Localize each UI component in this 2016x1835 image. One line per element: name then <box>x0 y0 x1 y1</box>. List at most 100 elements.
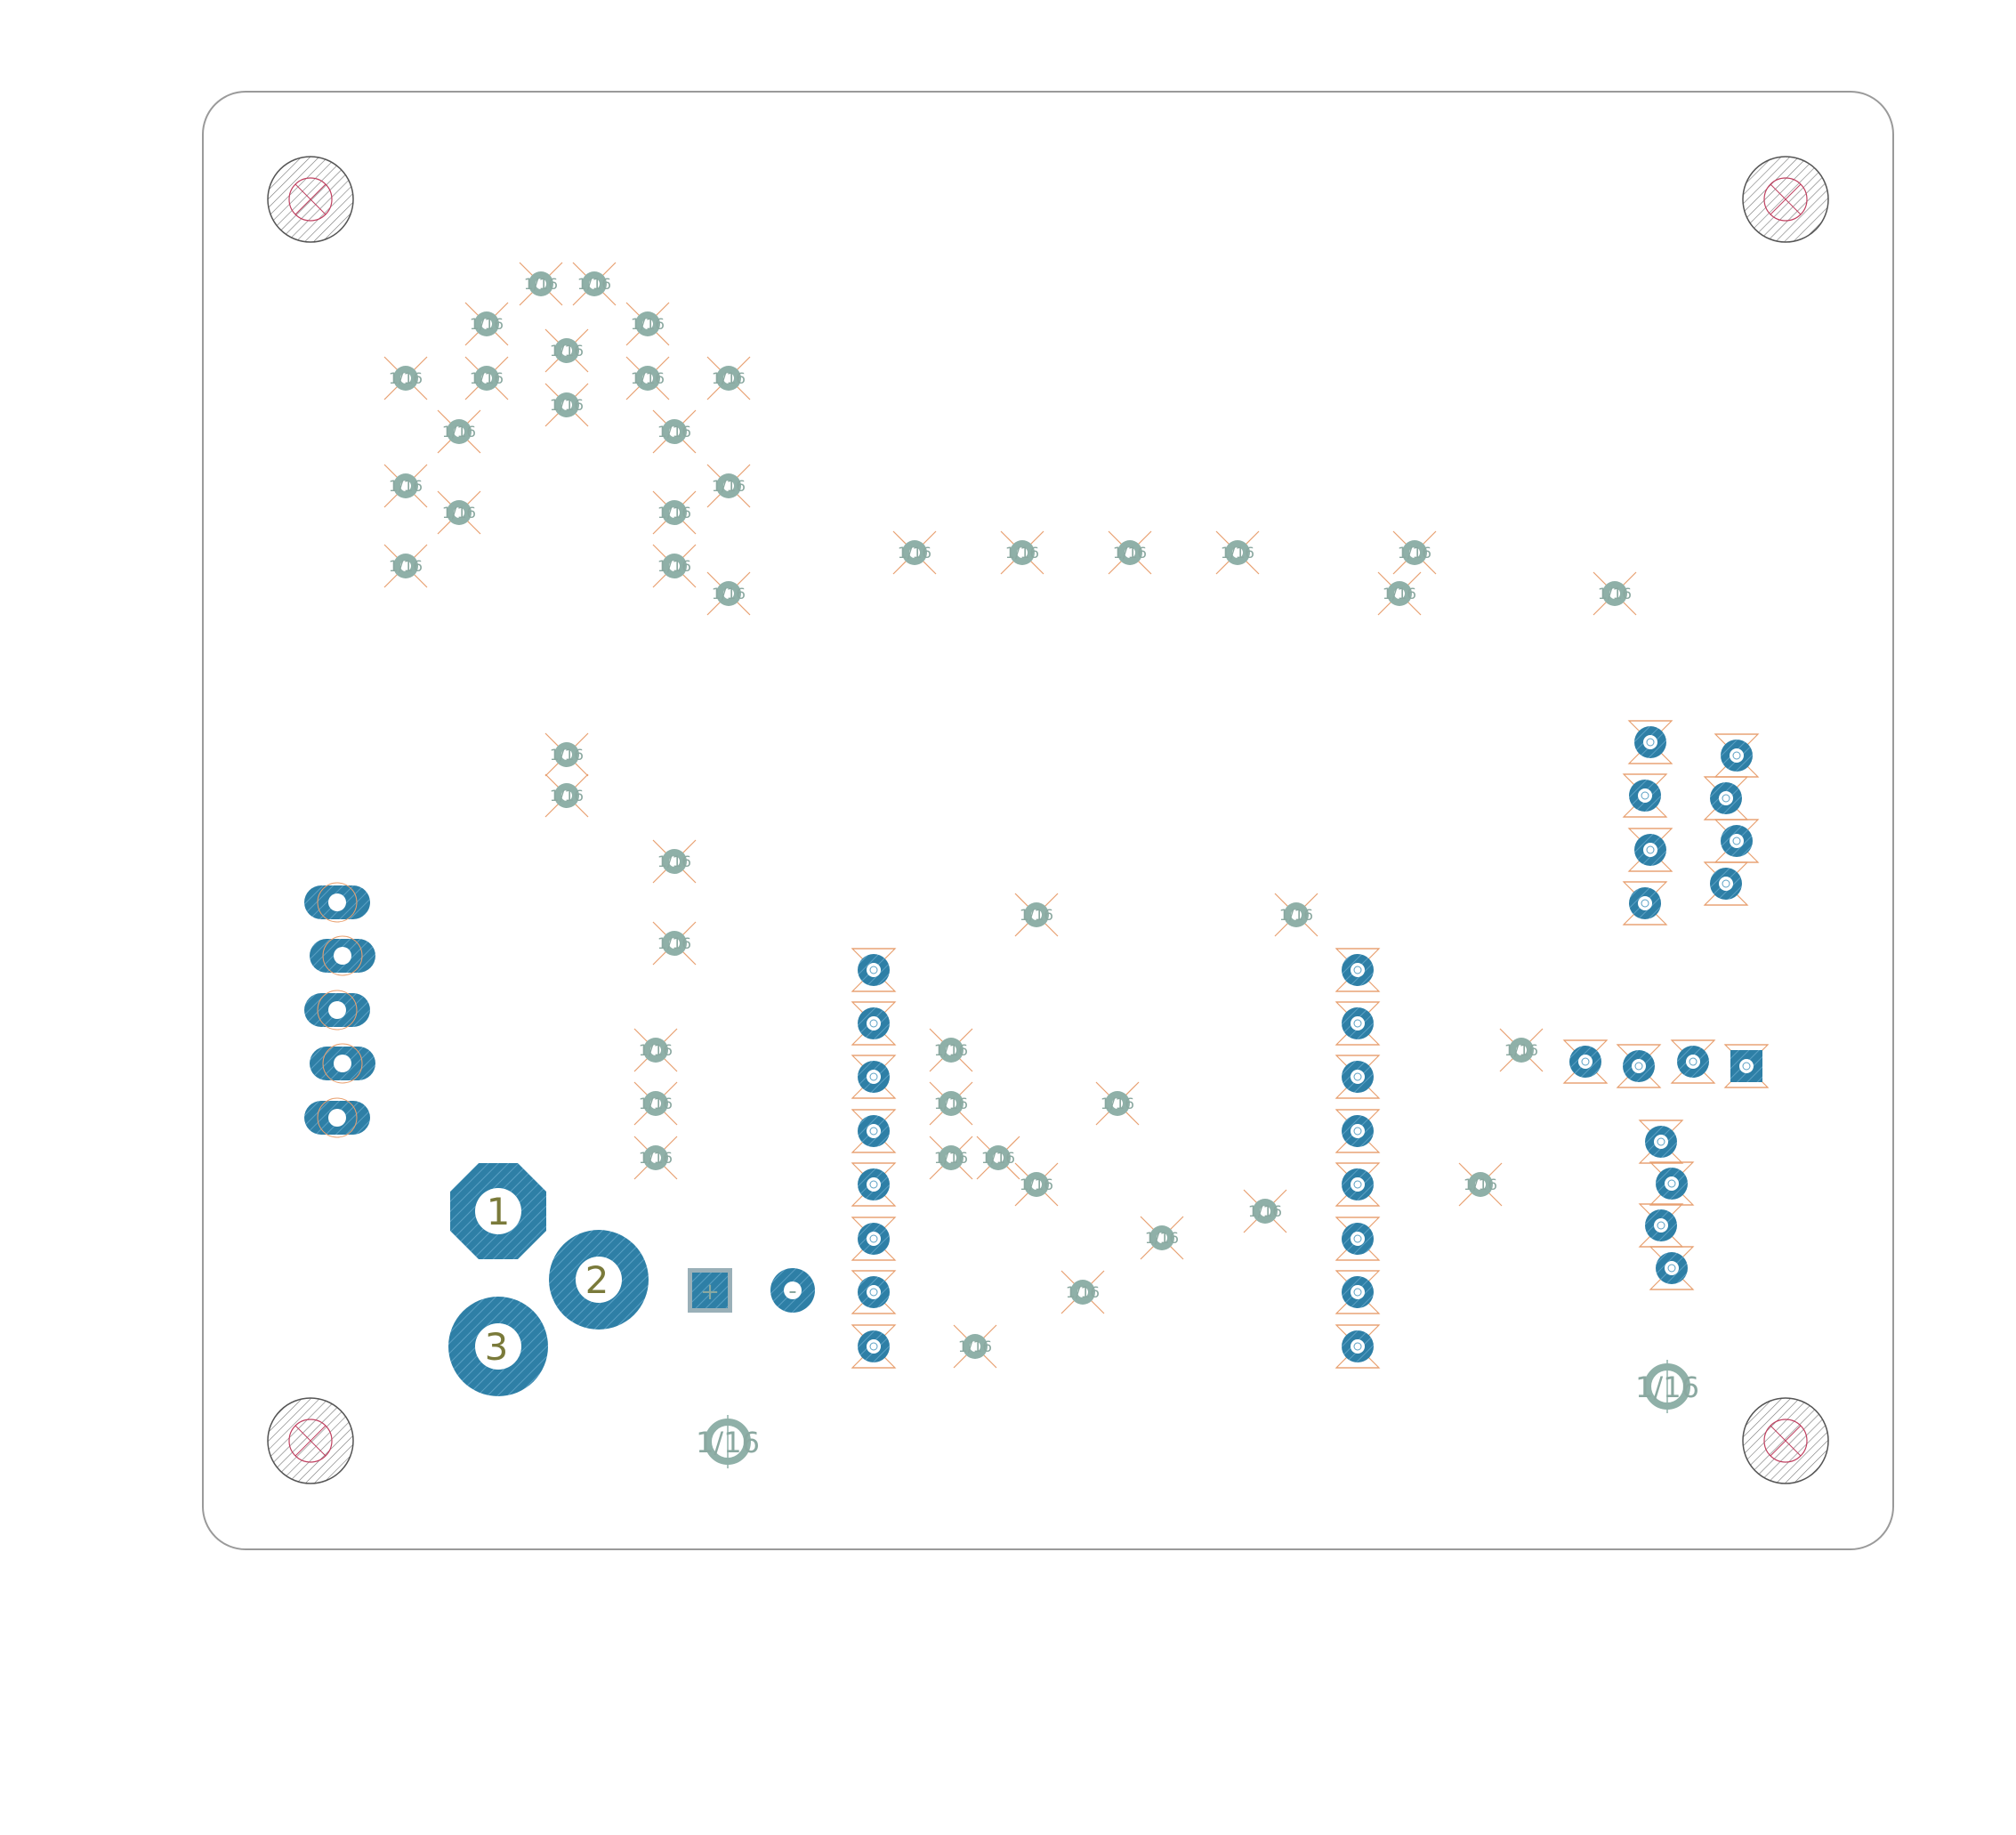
terminal-pad-1: 1 <box>450 1163 546 1259</box>
mounting-hole <box>267 156 354 243</box>
via: 1/16 <box>1140 1216 1184 1260</box>
round-pad <box>1703 861 1749 906</box>
oval-pad <box>310 1043 375 1084</box>
via-label: 1/16 <box>639 1095 673 1113</box>
connector-oval-pads <box>304 882 375 1138</box>
pads <box>851 720 1770 1369</box>
round-pad <box>851 1055 897 1099</box>
round-pad <box>1714 733 1760 778</box>
oval-pad <box>304 1097 370 1138</box>
via: 1/16 <box>1593 571 1637 616</box>
mounting-hole <box>1742 156 1829 243</box>
via: 1/16 <box>706 571 751 616</box>
via-label: 1/16 <box>470 370 504 388</box>
test-point-label: 1/16 <box>696 1426 760 1459</box>
terminal-block: 1 2 3 <box>448 1163 649 1396</box>
via: 1/16 <box>652 490 697 535</box>
via-label: 1/16 <box>1005 545 1039 562</box>
via: 1/16 <box>1095 1081 1140 1126</box>
round-pad <box>851 948 897 992</box>
round-pad <box>1335 1324 1381 1369</box>
round-pad <box>1335 1055 1381 1099</box>
via: 1/16 <box>1000 530 1044 575</box>
via-label: 1/16 <box>712 478 746 496</box>
via: 1/16 <box>1274 893 1318 937</box>
round-pad <box>1703 776 1749 820</box>
via-label: 1/16 <box>981 1150 1015 1168</box>
via-label: 1/16 <box>550 747 584 764</box>
terminal-label-1: 1 <box>487 1190 511 1233</box>
round-pad <box>1638 1120 1684 1164</box>
via: 1/16 <box>953 1324 997 1369</box>
round-pad <box>1622 773 1668 818</box>
via-label: 1/16 <box>577 276 611 294</box>
terminal-pad-2: 2 <box>549 1230 649 1330</box>
via-label: 1/16 <box>657 558 691 576</box>
via-label: 1/16 <box>1113 545 1147 562</box>
round-pad <box>1638 1203 1684 1248</box>
via: 1/16 <box>519 262 563 306</box>
via-label: 1/16 <box>1398 545 1431 562</box>
round-pad <box>1622 881 1668 926</box>
via-label: 1/16 <box>1504 1042 1538 1060</box>
oval-pad <box>310 935 375 976</box>
via: 1/16 <box>437 490 481 535</box>
round-pad <box>851 1001 897 1046</box>
via: 1/16 <box>1377 571 1422 616</box>
via: 1/16 <box>437 409 481 454</box>
test-point: 1/16 <box>696 1415 760 1468</box>
terminal-pad-3: 3 <box>448 1297 548 1396</box>
capacitor-pad-square: + <box>688 1268 732 1313</box>
via: 1/16 <box>1215 530 1260 575</box>
square-pad <box>1723 1044 1770 1088</box>
via: 1/16 <box>929 1136 973 1180</box>
via-label: 1/16 <box>657 935 691 953</box>
via: 1/16 <box>1458 1162 1503 1207</box>
via: 1/16 <box>1499 1028 1544 1072</box>
capacitor-pad-round: - <box>770 1268 815 1313</box>
round-pad <box>1335 1270 1381 1314</box>
round-pad <box>851 1270 897 1314</box>
via: 1/16 <box>544 773 589 818</box>
via: 1/16 <box>383 464 428 508</box>
via: 1/16 <box>572 262 617 306</box>
via: 1/16 <box>544 383 589 427</box>
via: 1/16 <box>976 1136 1020 1180</box>
via: 1/16 <box>633 1028 678 1072</box>
via-label: 1/16 <box>631 370 665 388</box>
via-label: 1/16 <box>1383 586 1416 603</box>
via: 1/16 <box>464 356 509 400</box>
via-label: 1/16 <box>1145 1230 1179 1248</box>
via: 1/16 <box>383 544 428 588</box>
via: 1/16 <box>544 732 589 777</box>
via-label: 1/16 <box>470 316 504 334</box>
via: 1/16 <box>625 302 670 346</box>
via-label: 1/16 <box>524 276 558 294</box>
via: 1/16 <box>625 356 670 400</box>
round-pad <box>1670 1039 1716 1084</box>
via: 1/16 <box>544 328 589 373</box>
round-pad <box>1562 1039 1609 1084</box>
via-label: 1/16 <box>1101 1095 1134 1113</box>
via: 1/16 <box>1014 893 1059 937</box>
via-label: 1/16 <box>442 424 476 441</box>
mounting-hole <box>267 1397 354 1484</box>
oval-pad <box>304 882 370 923</box>
via: 1/16 <box>1014 1162 1059 1207</box>
via: 1/16 <box>1392 530 1437 575</box>
via-label: 1/16 <box>1221 545 1254 562</box>
mounting-hole <box>1742 1397 1829 1484</box>
round-pad <box>1335 1217 1381 1261</box>
via: 1/16 <box>383 356 428 400</box>
round-pad <box>1335 1001 1381 1046</box>
via-label: 1/16 <box>631 316 665 334</box>
via: 1/16 <box>633 1081 678 1126</box>
via: 1/16 <box>652 409 697 454</box>
via: 1/16 <box>706 464 751 508</box>
via-label: 1/16 <box>958 1338 992 1356</box>
round-pad <box>851 1109 897 1153</box>
round-pad <box>851 1162 897 1207</box>
via: 1/16 <box>652 544 697 588</box>
round-pad <box>1335 1109 1381 1153</box>
